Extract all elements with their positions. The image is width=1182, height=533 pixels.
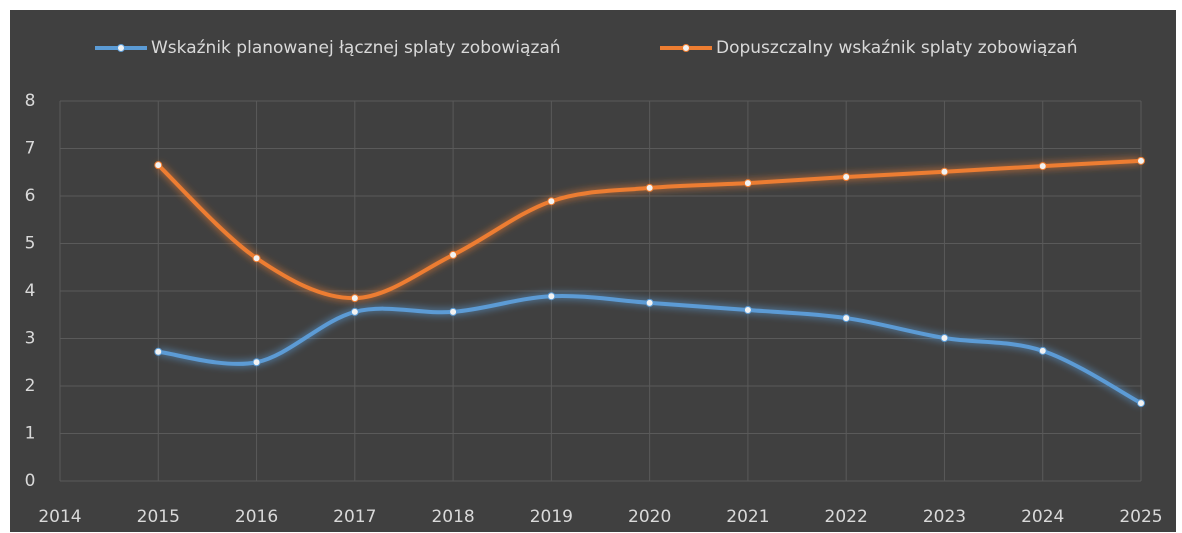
data-point <box>350 294 359 303</box>
legend: Wskaźnik planowanej łącznej splaty zobow… <box>95 38 1077 58</box>
data-point <box>1137 399 1145 408</box>
data-point <box>1038 346 1047 355</box>
y-tick-label: 1 <box>25 424 36 444</box>
x-tick-label: 2018 <box>431 507 474 527</box>
y-tick-label: 6 <box>25 186 36 206</box>
plot <box>154 156 1145 408</box>
data-point <box>842 314 851 323</box>
series-line <box>156 158 1142 301</box>
data-point <box>252 254 261 263</box>
x-tick-label: 2015 <box>137 507 180 527</box>
data-point <box>252 358 261 367</box>
x-tick-label: 2022 <box>825 507 868 527</box>
data-point <box>842 173 851 181</box>
data-point <box>645 298 654 307</box>
x-tick-label: 2020 <box>628 507 671 527</box>
data-point <box>547 292 556 301</box>
x-tick-label: 2016 <box>235 507 278 527</box>
data-point <box>154 347 163 356</box>
y-tick-label: 2 <box>25 376 36 396</box>
data-point <box>1038 162 1047 171</box>
y-tick-label: 3 <box>25 329 36 349</box>
data-point <box>743 179 752 188</box>
data-point <box>350 307 359 316</box>
y-tick-label: 8 <box>25 91 36 111</box>
y-tick-label: 7 <box>25 139 36 159</box>
data-point <box>645 183 654 192</box>
x-tick-label: 2025 <box>1119 507 1162 527</box>
x-tick-label: 2021 <box>726 507 769 527</box>
x-tick-label: 2023 <box>923 507 966 527</box>
legend-label: Wskaźnik planowanej łącznej splaty zobow… <box>151 38 561 58</box>
y-tick-label: 0 <box>25 471 36 491</box>
data-point <box>449 307 458 316</box>
x-tick-label: 2024 <box>1021 507 1064 527</box>
y-tick-label: 4 <box>25 281 36 301</box>
data-point <box>940 167 949 176</box>
legend-marker <box>117 44 125 52</box>
x-tick-label: 2014 <box>38 507 81 527</box>
chart-background <box>10 10 1176 532</box>
data-point <box>449 250 458 259</box>
x-tick-label: 2017 <box>333 507 376 527</box>
y-tick-label: 5 <box>25 234 36 254</box>
data-point <box>1137 156 1145 165</box>
data-point <box>940 334 949 343</box>
legend-marker <box>682 44 690 52</box>
data-point <box>743 306 752 314</box>
data-point <box>154 161 163 170</box>
legend-label: Dopuszczalny wskaźnik splaty zobowiązań <box>716 38 1077 58</box>
data-point <box>547 197 556 206</box>
x-tick-label: 2019 <box>530 507 573 527</box>
